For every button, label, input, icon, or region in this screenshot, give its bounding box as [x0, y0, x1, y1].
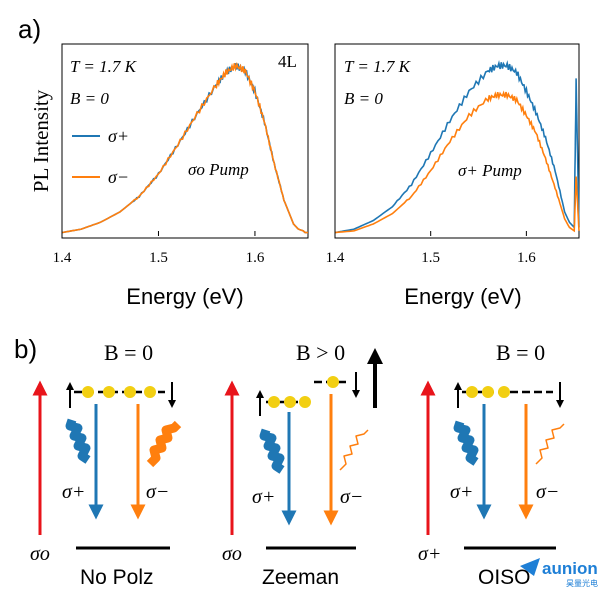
diagram-1-field: B = 0 [104, 340, 153, 365]
x-tick-label: 1.6 [246, 250, 265, 266]
panel-b-label: b) [14, 334, 37, 364]
field-label-right: B = 0 [344, 89, 383, 108]
exciton-dot [498, 386, 510, 398]
diagram-3-field: B = 0 [496, 340, 545, 365]
diagram-no-polz: B = 0 σo σ+ σ− No Polz [30, 340, 182, 589]
emission-label-plus-2: σ+ [252, 486, 275, 508]
photon-wave-minus [535, 423, 565, 465]
legend-label-sigma-plus: σ+ [108, 126, 129, 146]
left-series-group [61, 61, 308, 234]
photon-wave-plus [65, 418, 91, 464]
legend-label-sigma-minus: σ− [108, 167, 129, 187]
emission-label-minus-2: σ− [340, 486, 363, 508]
x-tick-label: 1.4 [53, 250, 72, 266]
chart-left-frame [61, 43, 309, 239]
temperature-label-left: T = 1.7 K [70, 57, 138, 76]
diagram-2-field: B > 0 [296, 340, 345, 365]
series-line-sigma-plus [334, 60, 580, 234]
emission-label-plus-1: σ+ [62, 481, 85, 503]
x-tick-label: 1.5 [421, 250, 440, 266]
left-x-ticks: 1.4 1.5 1.6 [53, 231, 265, 266]
exciton-dot [284, 396, 296, 408]
exciton-dot [299, 396, 311, 408]
chart-right: 1.4 1.5 1.6 Energy (eV) T = 1.7 K B = 0 σ+… [326, 43, 580, 309]
chart-right-frame [334, 43, 580, 239]
emission-label-minus-3: σ− [536, 481, 559, 503]
series-line-sigma-minus [61, 61, 308, 234]
exciton-dot [103, 386, 115, 398]
exciton-dot [482, 386, 494, 398]
exciton-dot [144, 386, 156, 398]
temperature-label-right: T = 1.7 K [344, 57, 412, 76]
caption-1: No Polz [80, 566, 154, 589]
pump-label-2: σo [222, 543, 242, 565]
pump-label-1: σo [30, 543, 50, 565]
x-tick-label: 1.6 [517, 250, 536, 266]
field-label-left: B = 0 [70, 89, 109, 108]
panel-a-label: a) [18, 14, 41, 44]
emission-label-minus-1: σ− [146, 481, 169, 503]
diagram-zeeman: B > 0 σo σ+ σ− Zeeman [222, 340, 383, 589]
pump-label-3: σ+ [418, 543, 441, 565]
x-axis-title-left: Energy (eV) [126, 284, 243, 309]
x-tick-label: 1.4 [326, 250, 345, 266]
chart-left: PL Intensity 1.4 1.5 1.6 Energy (eV) T = 1… [29, 43, 309, 309]
pump-label-right: σ+ Pump [458, 161, 522, 180]
exciton-dot [268, 396, 280, 408]
legend: σ+ σ− [72, 126, 129, 187]
emission-label-plus-3: σ+ [450, 481, 473, 503]
caption-2: Zeeman [262, 566, 339, 589]
photon-wave-plus [259, 428, 285, 474]
exciton-dot [466, 386, 478, 398]
exciton-dot [82, 386, 94, 398]
paper-plane-icon [520, 558, 540, 576]
photon-wave-minus [339, 429, 369, 471]
x-axis-title-right: Energy (eV) [404, 284, 521, 309]
right-x-ticks: 1.4 1.5 1.6 [326, 231, 536, 266]
photon-wave-minus [146, 420, 182, 468]
diagram-oiso: B = 0 σ+ σ+ σ− OISO [418, 340, 565, 589]
watermark-brand: aunion [542, 559, 598, 578]
exciton-dot [124, 386, 136, 398]
y-axis-title: PL Intensity [29, 89, 53, 192]
exciton-dot [327, 376, 339, 388]
x-tick-label: 1.5 [149, 250, 168, 266]
caption-3: OISO [478, 566, 531, 589]
pump-label-left: σo Pump [188, 160, 249, 179]
right-series-group [334, 60, 580, 234]
sample-label: 4L [278, 52, 297, 71]
watermark-logo: aunion 昊量光电 [520, 558, 598, 588]
watermark-sub: 昊量光电 [566, 578, 598, 588]
photon-wave-plus [453, 420, 479, 466]
series-line-sigma-minus [334, 90, 580, 234]
